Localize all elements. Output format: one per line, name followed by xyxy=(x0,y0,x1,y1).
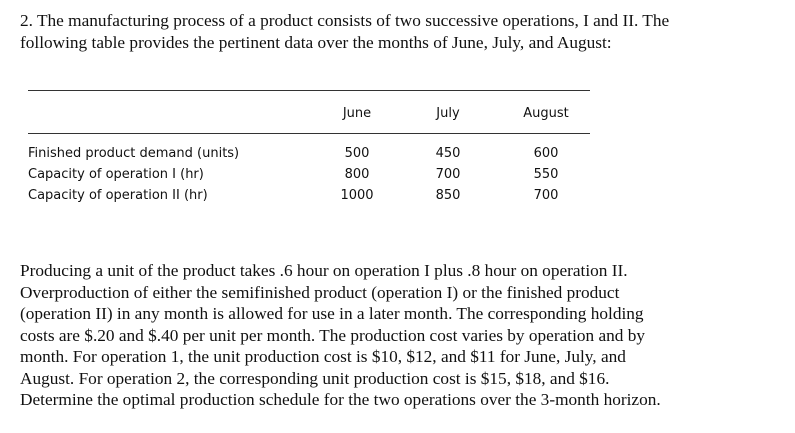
table-rule xyxy=(28,133,590,134)
row-label: Capacity of operation II (hr) xyxy=(28,188,208,203)
body-line: Producing a unit of the product takes .6… xyxy=(20,261,628,280)
intro: 2. The manufacturing process of a produc… xyxy=(20,10,669,53)
body-line: Determine the optimal production schedul… xyxy=(20,390,661,409)
column-header: June xyxy=(342,106,372,121)
row-label: Finished product demand (units) xyxy=(28,146,240,161)
body: Producing a unit of the product takes .6… xyxy=(20,260,661,411)
table-cell: 700 xyxy=(435,167,461,182)
table-rule xyxy=(28,90,590,91)
body-line: costs are $.20 and $.40 per unit per mon… xyxy=(20,325,646,345)
table-cell: 450 xyxy=(435,146,461,161)
table-cell: 600 xyxy=(533,146,559,161)
body-line: Overproduction of either the semifinishe… xyxy=(20,282,620,302)
intro-line: 2. The manufacturing process of a produc… xyxy=(20,11,670,30)
body-line: month. For operation 1, the unit product… xyxy=(20,347,626,366)
row-label: Capacity of operation I (hr) xyxy=(28,167,204,182)
table-cell: 700 xyxy=(533,188,559,203)
column-header: August xyxy=(523,106,569,121)
intro-line: following table provides the pertinent d… xyxy=(20,32,612,52)
table-cell: 850 xyxy=(435,188,461,203)
table-cell: 500 xyxy=(344,146,370,161)
table-cell: 1000 xyxy=(340,188,374,203)
body-line: (operation II) in any month is allowed f… xyxy=(20,304,644,323)
column-header: July xyxy=(436,106,460,121)
table-cell: 550 xyxy=(533,167,559,182)
table-cell: 800 xyxy=(344,167,370,182)
body-line: August. For operation 2, the correspondi… xyxy=(20,368,610,388)
